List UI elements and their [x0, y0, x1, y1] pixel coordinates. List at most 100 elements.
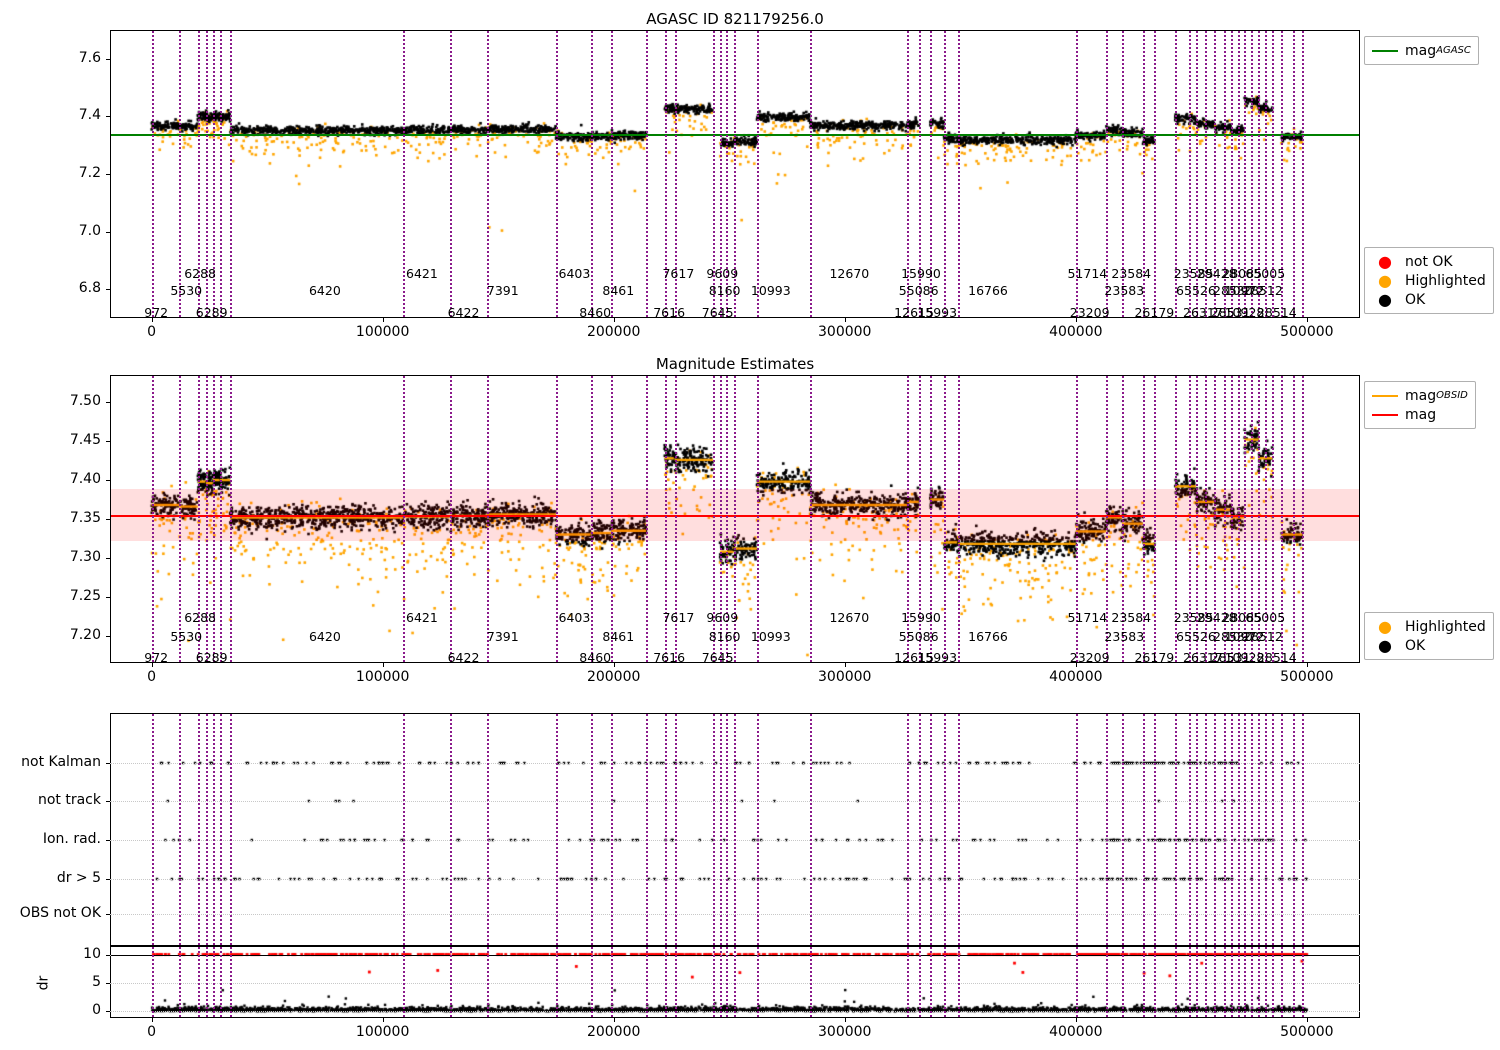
dr-tick-label: 10 [83, 945, 101, 962]
obsid-divider-line [918, 947, 921, 1017]
obsid-label: 28085 [1222, 266, 1263, 281]
obsid-label: 26317 [1182, 305, 1223, 320]
obsid-divider-line [1175, 714, 1178, 945]
obsid-divider-line [918, 714, 921, 945]
obsid-divider-line [1105, 947, 1108, 1017]
obsid-divider-line [1281, 31, 1284, 317]
y-tick-label: 7.2 [78, 165, 101, 181]
obsid-divider-line [1142, 714, 1145, 945]
obsid-label: 7645 [701, 650, 734, 665]
flag-tickmark [106, 801, 110, 802]
obsid-label: 6289 [195, 650, 228, 665]
obsid-label: 26179 [1134, 650, 1175, 665]
obsid-label: 28530 [1213, 283, 1253, 298]
x-tickmark [151, 318, 153, 322]
obsid-divider-line [1214, 376, 1217, 662]
obsid-divider-line [930, 376, 933, 662]
x-tick-label: 100000 [355, 324, 410, 340]
obsid-label: 51714 [1067, 610, 1108, 625]
obsid-divider-line [1281, 376, 1284, 662]
obsid-divider-line [230, 376, 233, 662]
obsid-divider-line [713, 31, 716, 317]
obsid-divider-line [205, 714, 208, 945]
y-tickmark [106, 557, 110, 559]
x-tick-label: 300000 [818, 1024, 872, 1040]
x-tickmark [151, 1018, 153, 1022]
obsid-label: 8461 [602, 629, 635, 644]
x-tickmark [844, 318, 846, 322]
obsid-divider-line [555, 947, 558, 1017]
y-tick-label: 7.45 [69, 432, 101, 449]
obsid-label: 55086 [898, 629, 939, 644]
obsid-divider-line [555, 31, 558, 317]
x-tickmark [613, 1018, 615, 1022]
obsid-divider-line [449, 714, 452, 945]
obsid-divider-line [944, 714, 947, 945]
obsid-divider-line [1281, 947, 1284, 1017]
obsid-divider-line [1122, 947, 1124, 1017]
obsid-divider-line [1142, 376, 1145, 662]
obsid-divider-line [957, 714, 960, 945]
obsid-divider-line [1272, 31, 1275, 317]
obsid-divider-line [590, 947, 593, 1017]
obsid-label: 29428 [1196, 610, 1237, 625]
obsid-divider-line [1244, 947, 1247, 1017]
obsid-label: 65526 [1176, 283, 1216, 298]
obsid-divider-line [944, 31, 947, 317]
y-tickmark [106, 596, 110, 598]
obsid-divider-line [151, 947, 154, 1017]
x-tick-label: 200000 [586, 1024, 641, 1040]
obsid-divider-line [1189, 714, 1192, 945]
obsid-label: 65005 [1245, 266, 1286, 281]
obsid-divider-line [1122, 714, 1124, 945]
obsid-divider-line [756, 376, 759, 662]
obsid-label: 15990 [901, 266, 941, 281]
obsid-divider-line [230, 714, 233, 945]
obsid-divider-line [1281, 714, 1284, 945]
obsid-divider-line [713, 714, 716, 945]
x-tick-label: 200000 [586, 324, 641, 340]
y-tick-label: 6.8 [78, 280, 101, 297]
x-tickmark [844, 663, 846, 667]
obsid-divider-line [1272, 714, 1275, 945]
obsid-divider-line [1244, 31, 1247, 317]
obsid-label: 23585 [1173, 610, 1214, 625]
x-tickmark [844, 1018, 846, 1022]
obsid-divider-line [810, 714, 813, 945]
obsid-divider-line [1237, 714, 1240, 945]
obsid-label: 7616 [653, 650, 686, 665]
obsid-divider-line [664, 376, 667, 662]
obsid-label: 6289 [195, 305, 228, 320]
obsid-divider-line [1205, 376, 1208, 662]
x-tick-label: 0 [147, 1024, 157, 1040]
obsid-divider-line [1195, 947, 1198, 1017]
x-tickmark [1075, 663, 1077, 667]
obsid-divider-line [1258, 714, 1261, 945]
obsid-divider-line [179, 714, 182, 945]
obsid-label: 10993 [750, 629, 791, 644]
obsid-divider-line [1105, 714, 1108, 945]
obsid-label: 15993 [917, 305, 958, 320]
obsid-divider-line [1302, 947, 1305, 1017]
obsid-divider-line [646, 714, 649, 945]
obsid-divider-line [1237, 376, 1240, 662]
obsid-divider-line [756, 714, 759, 945]
obsid-divider-line [1214, 947, 1217, 1017]
obsid-divider-line [1251, 31, 1254, 317]
obsid-divider-line [1223, 714, 1226, 945]
obsid-divider-line [179, 947, 182, 1017]
obsid-label: 6420 [308, 629, 341, 644]
obsid-label: 7616 [653, 305, 686, 320]
obsid-label: 6422 [447, 305, 480, 320]
obsid-divider-line [486, 376, 489, 662]
obsid-divider-line [197, 376, 200, 662]
obsid-label: 5530 [170, 629, 203, 644]
obsid-divider-line [197, 714, 200, 945]
obsid-divider-line [944, 376, 947, 662]
obsid-label: 6421 [406, 610, 438, 625]
obsid-label: 6403 [558, 610, 591, 625]
obsid-divider-line [1265, 947, 1268, 1017]
y-tick-label: 7.6 [78, 49, 101, 66]
obsid-label: 6420 [308, 283, 341, 298]
obsid-divider-line [756, 947, 759, 1017]
